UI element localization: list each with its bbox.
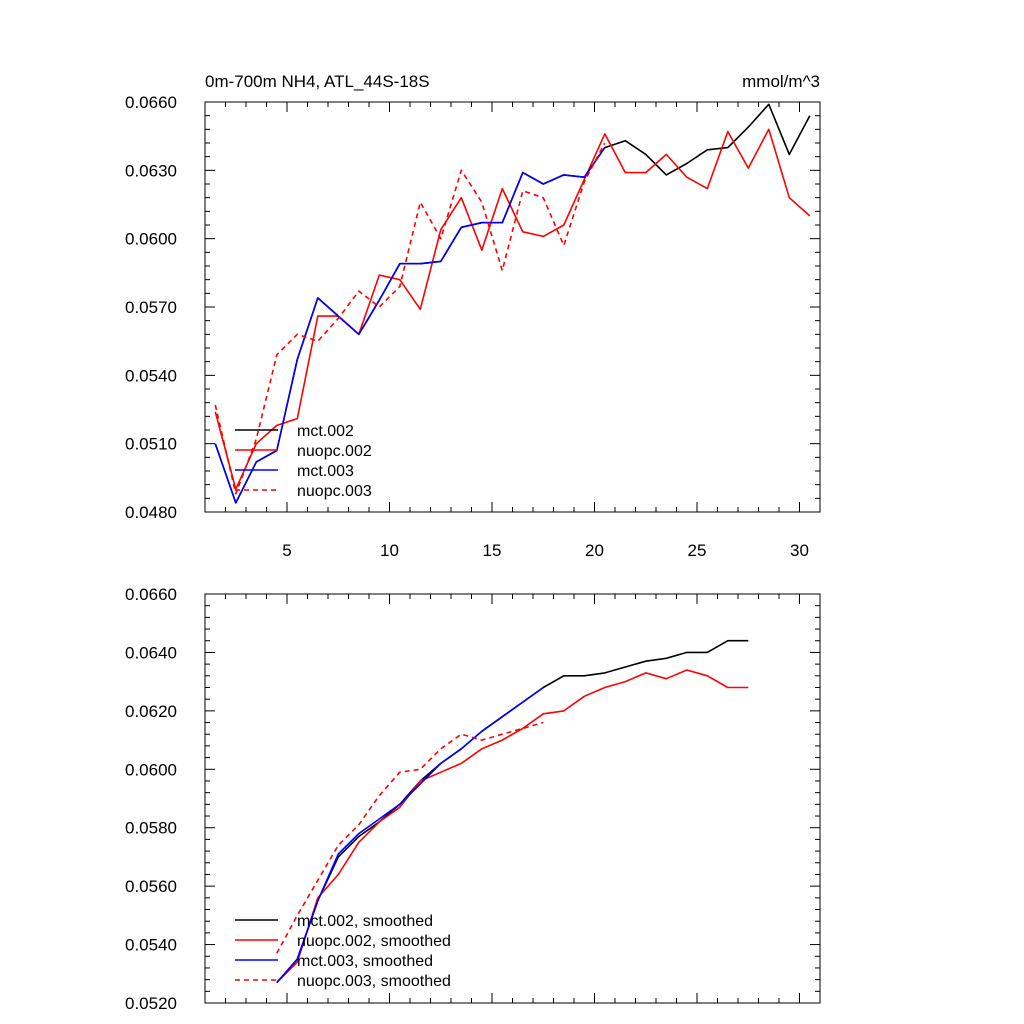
- series-line-nuopc-002: [214, 128, 811, 491]
- y-tick-label: 0.0560: [125, 877, 177, 896]
- y-tick-label: 0.0520: [125, 994, 177, 1013]
- legend-label: nuopc.003: [297, 483, 372, 500]
- series-line-nuopc-002-smoothed: [276, 669, 749, 984]
- bottom-plot-legend: mct.002, smoothed nuopc.002, smoothed mct.…: [235, 913, 451, 990]
- legend-label: mct.003: [297, 463, 354, 480]
- series-line-mct-002-smoothed: [276, 639, 749, 984]
- y-tick-label: 0.0480: [125, 503, 177, 522]
- y-tick-label: 0.0540: [125, 366, 177, 385]
- y-tick-label: 0.0580: [125, 819, 177, 838]
- top-plot-axes: 5 10 15 20 25 30 0.0480 0.0510 0.0540 0.0570 0.060…: [125, 93, 821, 560]
- top-plot-title: 0m-700m NH4, ATL_44S-18S: [205, 72, 430, 91]
- legend-label: mct.002, smoothed: [297, 913, 433, 930]
- series-line-nuopc-003: [214, 142, 606, 495]
- x-tick-label: 30: [790, 541, 809, 560]
- y-tick-label: 0.0600: [125, 760, 177, 779]
- series-line-nuopc-003-smoothed: [276, 721, 544, 954]
- bottom-plot-series: [276, 639, 749, 984]
- y-tick-label: 0.0640: [125, 643, 177, 662]
- x-tick-label: 10: [380, 541, 399, 560]
- legend-label: mct.002: [297, 423, 354, 440]
- legend-label: mct.003, smoothed: [297, 953, 433, 970]
- y-tick-label: 0.0570: [125, 298, 177, 317]
- legend-label: nuopc.003, smoothed: [297, 973, 451, 990]
- legend-label: nuopc.002, smoothed: [297, 933, 451, 950]
- bottom-plot-axes: 0.0520 0.0540 0.0560 0.0580 0.0600 0.0620 0.06…: [125, 585, 821, 1013]
- x-tick-label: 25: [688, 541, 707, 560]
- series-line-mct-003: [214, 147, 606, 504]
- x-tick-label: 15: [483, 541, 502, 560]
- x-tick-label: 5: [282, 541, 291, 560]
- top-plot-legend: mct.002 nuopc.002 mct.003 nuopc.003: [235, 423, 372, 500]
- top-plot-units: mmol/m^3: [742, 72, 820, 91]
- x-tick-label: 20: [585, 541, 604, 560]
- y-tick-label: 0.0660: [125, 585, 177, 604]
- y-tick-label: 0.0600: [125, 230, 177, 249]
- top-plot-series: [214, 103, 811, 504]
- y-tick-label: 0.0660: [125, 93, 177, 112]
- series-line-mct-003-smoothed: [276, 686, 544, 984]
- y-tick-label: 0.0540: [125, 936, 177, 955]
- top-plot-panel: 0m-700m NH4, ATL_44S-18S mmol/m^3 5 10 15 2…: [125, 72, 821, 560]
- y-tick-label: 0.0620: [125, 702, 177, 721]
- y-tick-label: 0.0630: [125, 161, 177, 180]
- legend-label: nuopc.002: [297, 443, 372, 460]
- y-tick-label: 0.0510: [125, 435, 177, 454]
- bottom-plot-panel: 0.0520 0.0540 0.0560 0.0580 0.0600 0.0620 0.06…: [125, 585, 821, 1013]
